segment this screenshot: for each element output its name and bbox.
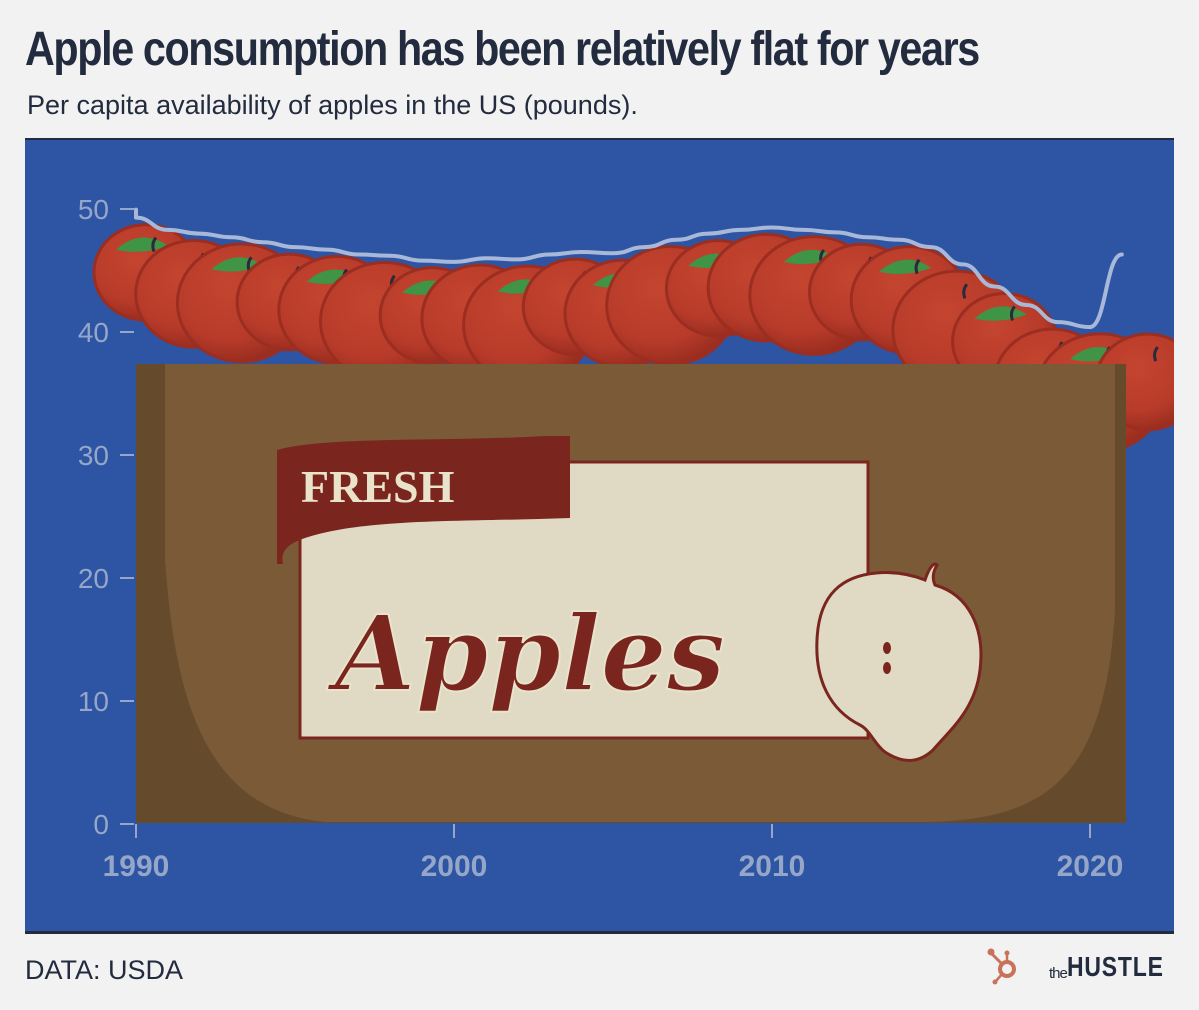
svg-text:2020: 2020	[1057, 850, 1124, 883]
chart-axes: 0 10 20 30 40 50 1990 2000 2010 2020	[78, 194, 1124, 883]
svg-text:50: 50	[78, 194, 109, 225]
svg-text:20: 20	[78, 563, 109, 594]
svg-text:10: 10	[78, 686, 109, 717]
crate-illustration: FRESH Apples	[136, 364, 1126, 823]
svg-text:2000: 2000	[421, 850, 488, 883]
consumption-line	[134, 207, 1124, 330]
chart-subtitle: Per capita availability of apples in the…	[27, 90, 638, 120]
svg-text:0: 0	[93, 809, 109, 840]
brand-prefix: the	[1049, 964, 1068, 982]
svg-text:1990: 1990	[103, 850, 170, 883]
data-source: DATA: USDA	[25, 955, 184, 985]
fresh-banner-text: FRESH	[301, 461, 455, 512]
chart-svg: FRESH Apples 0 10 20 30 40 50 1990 2000 2010 2020	[78, 194, 1174, 883]
apples-script-text: Apples	[326, 592, 725, 715]
svg-text:40: 40	[78, 317, 109, 348]
apple-half-icon	[815, 562, 983, 762]
hubspot-sprocket-icon	[987, 948, 1016, 985]
chart-title: Apple consumption has been relatively fl…	[25, 23, 980, 76]
svg-text:2010: 2010	[739, 850, 806, 883]
fresh-banner	[277, 436, 570, 564]
brand-name: HUSTLE	[1066, 951, 1164, 982]
apple-pile-illustration	[92, 223, 1174, 454]
chart-plot-area: FRESH Apples 0 10 20 30 40 50 1990 2000 2010 2020	[25, 138, 1174, 934]
svg-text:30: 30	[78, 440, 109, 471]
brand-logo: the HUSTLE	[985, 947, 1185, 987]
